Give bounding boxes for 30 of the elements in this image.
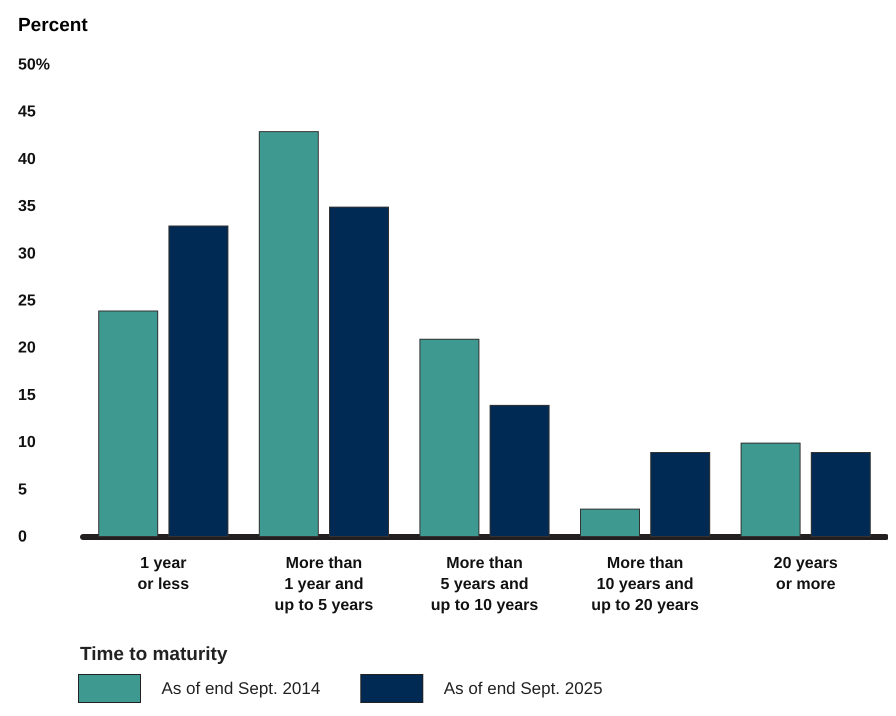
x-tick-label: More than 5 years and up to 10 years: [430, 555, 538, 614]
x-axis-title: Time to maturity: [80, 644, 228, 665]
y-tick-label: 0: [18, 528, 27, 546]
legend-label: As of end Sept. 2025: [444, 679, 603, 698]
y-axis-title: Percent: [18, 15, 88, 36]
bar: [580, 508, 640, 537]
legend-label: As of end Sept. 2014: [162, 679, 320, 698]
y-tick-label: 5: [18, 481, 27, 498]
x-tick-label: 20 years or more: [774, 555, 838, 593]
bar: [258, 131, 319, 537]
bar: [650, 452, 710, 537]
y-tick-label: 15: [18, 386, 36, 404]
y-tick-label: 40: [18, 150, 36, 168]
x-tick-label: 1 year or less: [138, 555, 190, 593]
y-tick-label: 50%: [18, 56, 50, 74]
bar: [419, 338, 480, 537]
bar: [740, 442, 801, 537]
y-tick-label: 20: [18, 340, 36, 357]
bar: [98, 310, 158, 537]
x-tick-label: More than 10 years and up to 20 years: [591, 555, 699, 614]
y-tick-label: 25: [18, 292, 36, 310]
y-tick-label: 30: [18, 245, 36, 262]
bar: [810, 452, 871, 537]
bar: [329, 206, 389, 537]
bar: [168, 225, 228, 537]
y-tick-label: 35: [18, 198, 36, 216]
x-tick-label: More than 1 year and up to 5 years: [274, 555, 374, 614]
y-tick-label: 45: [18, 104, 36, 121]
y-tick-label: 10: [18, 434, 36, 452]
bar: [490, 404, 550, 537]
